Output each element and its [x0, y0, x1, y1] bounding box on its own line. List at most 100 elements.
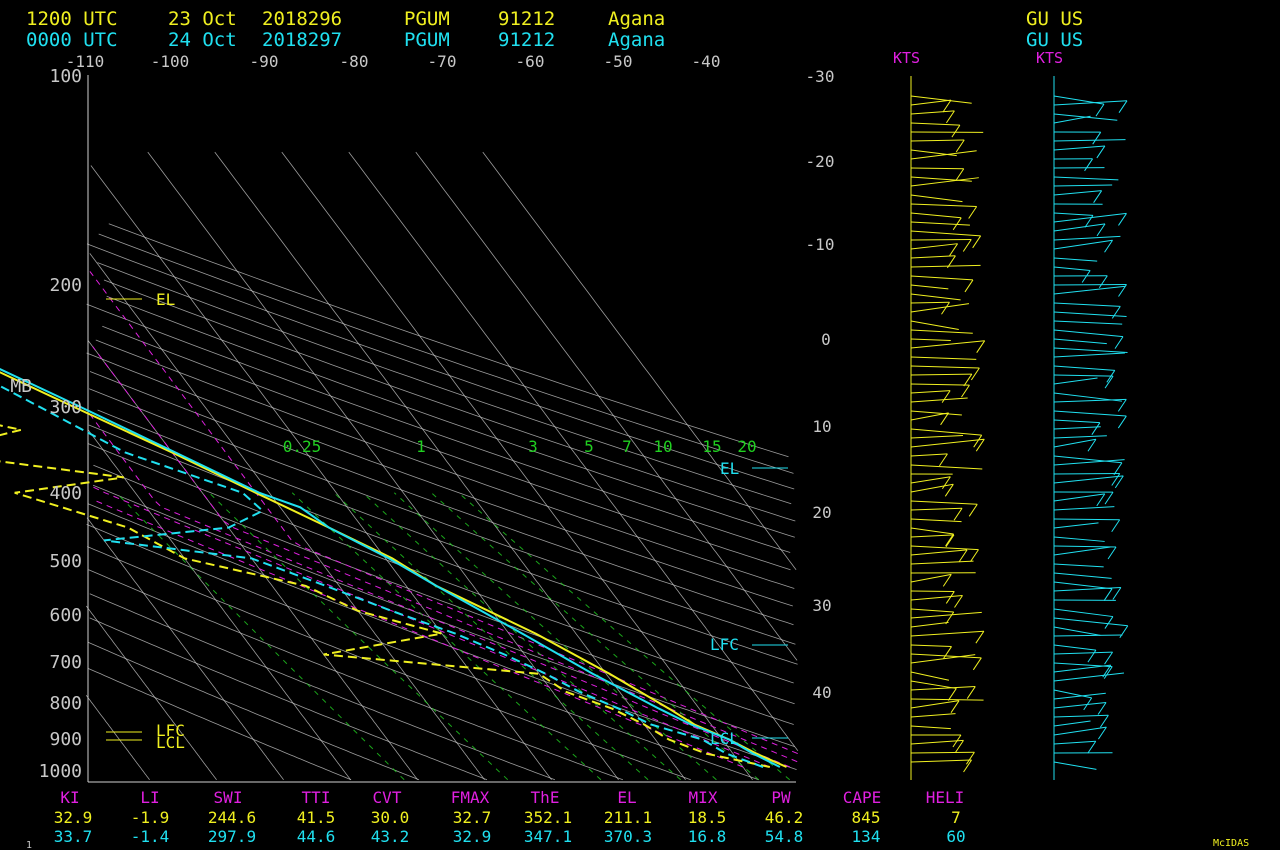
wind-barb-flag	[962, 239, 972, 252]
idx-run2-el: 370.3	[604, 827, 652, 846]
wind-barb	[1053, 545, 1117, 548]
wind-barb	[1053, 285, 1126, 295]
wind-barb	[910, 725, 951, 730]
wind-barb-flag	[945, 533, 954, 547]
wind-barb	[910, 243, 958, 250]
wind-barb	[1053, 419, 1100, 424]
wind-barb	[910, 500, 978, 505]
dry-adiabat-line	[106, 295, 795, 538]
wind-unit-run1: KTS	[893, 49, 920, 67]
temperature-trace-run2	[0, 368, 781, 768]
indices-run1: 32.9 -1.9 244.6 41.5 30.0 32.7 352.1 211…	[54, 808, 961, 827]
isotherm-line	[281, 151, 753, 780]
wind-barb	[910, 139, 965, 142]
t-right-20: 20	[812, 503, 831, 522]
wind-barb-flag	[942, 574, 952, 587]
mr-label-0.25: 0.25	[283, 437, 322, 456]
wind-barb-flag	[1091, 422, 1101, 435]
t-top--100: -100	[151, 52, 190, 71]
wind-barb-flag	[1111, 306, 1121, 319]
wind-barb-flag	[939, 453, 948, 467]
dry-adiabat-line	[89, 593, 556, 781]
wind-barb	[910, 149, 957, 157]
mixing-ratio-line	[115, 492, 405, 781]
wind-barb	[910, 212, 962, 219]
p-tick-200: 200	[49, 275, 82, 296]
wind-barb	[910, 759, 972, 763]
idx-header-pw: PW	[771, 788, 791, 807]
idx-run2-fmax: 32.9	[453, 827, 492, 846]
run2-station: PGUM	[404, 29, 450, 51]
wind-barb	[910, 739, 964, 745]
wind-barb-flag	[976, 340, 986, 353]
wind-barb	[1053, 689, 1092, 699]
wind-barb-flag	[966, 686, 976, 699]
wind-barb	[910, 275, 973, 281]
dry-adiabat-line	[108, 223, 789, 458]
wind-barb	[910, 110, 955, 115]
wind-barb-flag	[944, 484, 954, 497]
wind-barb	[1053, 377, 1098, 385]
wind-barb	[1053, 329, 1124, 338]
wind-barb	[910, 630, 984, 637]
wind-barb	[1053, 438, 1097, 448]
idx-run1-fmax: 32.7	[453, 808, 492, 827]
wind-barb	[1053, 139, 1126, 142]
wind-barb-flag	[972, 657, 982, 671]
idx-header-swi: SWI	[214, 788, 243, 807]
wind-barb-flag	[1087, 649, 1097, 663]
idx-run2-tti: 44.6	[297, 827, 336, 846]
run2-el-label: EL	[720, 459, 739, 478]
idx-header-mix: MIX	[689, 788, 718, 807]
wind-barb	[1053, 702, 1107, 709]
p-tick-900: 900	[49, 729, 82, 750]
wind-barb	[910, 713, 956, 718]
t-right-40: 40	[812, 683, 831, 702]
mr-label-7: 7	[622, 437, 632, 456]
wind-barb	[910, 95, 972, 104]
wind-barb-flag	[1113, 462, 1123, 476]
dry-adiabat-line	[95, 339, 795, 589]
wind-barb	[910, 365, 980, 369]
dry-adiabat-line	[86, 243, 795, 490]
t-top--40: -40	[692, 52, 721, 71]
wind-barb-flag	[955, 168, 965, 182]
wind-barb	[1053, 536, 1105, 542]
wind-barb-flag	[968, 206, 978, 219]
dry-adiabat-line	[97, 262, 792, 505]
wind-barb	[1053, 587, 1121, 592]
wind-barb	[1053, 563, 1104, 568]
isotherms	[85, 151, 799, 780]
wind-barb	[910, 686, 976, 691]
mr-label-3: 3	[528, 437, 538, 456]
wind-barb-flag	[958, 549, 968, 563]
moist-adiabat-line	[89, 271, 798, 755]
dry-adiabat-line	[86, 303, 791, 553]
run1-country: GU US	[1026, 8, 1083, 30]
wind-barb	[1053, 223, 1106, 232]
wind-barb-flag	[1114, 336, 1124, 349]
level-markers: EL LFC LCL EL LFC LCL	[106, 290, 788, 752]
wind-barb-flag	[963, 759, 972, 773]
isotherm-line	[90, 165, 552, 780]
wind-barb	[1053, 257, 1098, 262]
wind-barb	[1053, 190, 1102, 196]
mixing-ratio-line	[362, 492, 682, 781]
dry-adiabat-line	[87, 641, 420, 781]
idx-run2-li: -1.4	[131, 827, 170, 846]
mr-label-15: 15	[702, 437, 721, 456]
idx-run1-heli: 7	[951, 808, 961, 827]
wind-barb-flag	[1104, 375, 1114, 389]
wind-barb-flag	[955, 740, 964, 753]
wind-barb	[1053, 572, 1112, 579]
wind-barb	[1053, 720, 1091, 727]
wind-barb	[1053, 100, 1128, 106]
wind-barb	[1053, 145, 1105, 151]
wind-barb	[1053, 410, 1127, 417]
mixing-ratio-line	[393, 492, 717, 781]
wind-barb-flag	[1118, 100, 1128, 113]
idx-run2-swi: 297.9	[208, 827, 256, 846]
wind-barb	[1053, 365, 1115, 371]
wind-barb-flag	[945, 534, 955, 548]
wind-barb	[1053, 546, 1111, 556]
